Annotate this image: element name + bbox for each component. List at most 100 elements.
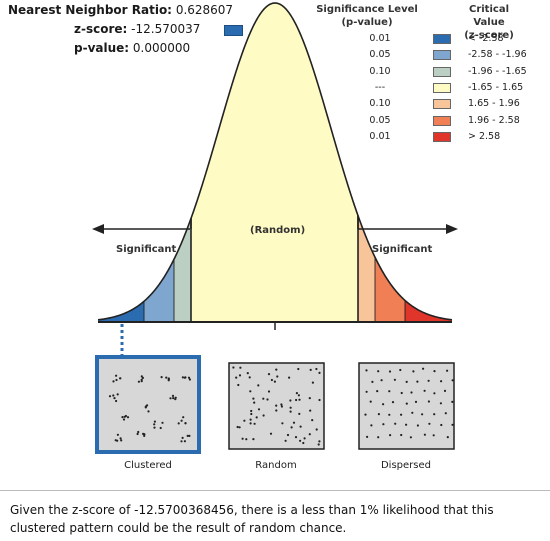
point xyxy=(311,381,314,384)
point xyxy=(451,423,454,426)
point xyxy=(299,425,302,428)
point xyxy=(284,439,287,442)
crit-header-title: Critical Value xyxy=(468,4,509,28)
point xyxy=(249,418,252,421)
point xyxy=(433,370,436,373)
legend-swatch xyxy=(433,34,451,44)
point xyxy=(115,378,118,382)
z-score: z-score: -12.570037 xyxy=(74,21,200,37)
point xyxy=(289,399,292,402)
legend-row: 0.10 1.65 - 1.96 xyxy=(360,96,550,112)
point xyxy=(119,377,122,380)
point xyxy=(444,412,447,415)
point xyxy=(393,378,396,381)
point xyxy=(440,380,443,383)
legend-critical-value: -1.96 - -1.65 xyxy=(468,65,527,77)
legend-significance: 0.01 xyxy=(369,130,391,142)
point xyxy=(286,433,290,437)
crit-header-sub: (z-score) xyxy=(464,30,514,41)
point xyxy=(370,424,373,427)
point xyxy=(122,418,126,421)
point xyxy=(309,368,312,371)
point xyxy=(288,376,291,379)
point xyxy=(377,413,380,416)
point xyxy=(171,394,175,397)
nearest-neighbor-ratio: Nearest Neighbor Ratio: 0.628607 xyxy=(8,2,233,18)
caption-text: Given the z-score of -12.5700368456, the… xyxy=(0,490,550,537)
point xyxy=(380,379,383,382)
p-value: p-value: 0.000000 xyxy=(74,40,190,56)
point xyxy=(411,411,414,414)
point xyxy=(389,434,392,437)
panel-dispersed xyxy=(358,362,455,450)
point xyxy=(249,422,252,425)
point xyxy=(262,414,265,417)
curve-region xyxy=(375,257,405,322)
point xyxy=(440,423,443,427)
point xyxy=(281,422,284,425)
critical-value-header: Critical Value (z-score) xyxy=(453,3,525,42)
legend-swatch xyxy=(433,50,451,61)
legend-critical-value: -2.58 - -1.96 xyxy=(468,49,527,61)
point xyxy=(237,383,240,387)
legend-row: 0.05 1.96 - 2.58 xyxy=(360,113,550,129)
point xyxy=(275,368,278,371)
significance-level-header: Significance Level (p-value) xyxy=(312,3,422,29)
curve-region xyxy=(98,301,144,322)
point xyxy=(144,406,147,409)
point xyxy=(422,367,425,370)
point xyxy=(303,437,306,440)
point xyxy=(172,397,175,400)
ratio-label: Nearest Neighbor Ratio: xyxy=(8,3,172,17)
point xyxy=(391,401,395,404)
point xyxy=(433,392,436,395)
point xyxy=(388,370,392,373)
point xyxy=(446,436,449,439)
point xyxy=(252,397,255,400)
point xyxy=(160,376,163,379)
point xyxy=(376,390,379,393)
point xyxy=(257,384,260,387)
point xyxy=(267,390,271,393)
point xyxy=(412,370,415,373)
point xyxy=(432,434,435,437)
curve-region xyxy=(144,259,174,322)
point xyxy=(289,406,292,409)
point xyxy=(123,415,126,418)
point xyxy=(280,403,283,406)
point xyxy=(186,434,189,437)
sig-header-title: Significance Level xyxy=(316,4,418,15)
point xyxy=(174,398,177,401)
point xyxy=(115,399,118,403)
legend-significance: 0.10 xyxy=(369,98,391,110)
point xyxy=(137,380,140,383)
curve-region xyxy=(405,300,452,322)
point xyxy=(318,371,321,374)
panel-clustered xyxy=(95,355,201,454)
point xyxy=(184,422,187,425)
point xyxy=(161,421,164,424)
point xyxy=(298,398,301,401)
legend-row: --- -1.65 - 1.65 xyxy=(360,80,550,96)
point xyxy=(295,398,298,402)
point xyxy=(116,439,119,442)
point xyxy=(165,376,168,379)
point xyxy=(245,438,248,441)
point xyxy=(295,392,298,395)
point xyxy=(167,377,170,380)
point xyxy=(394,422,397,425)
point xyxy=(299,439,302,442)
point xyxy=(405,423,408,426)
point xyxy=(311,419,314,422)
point xyxy=(140,375,143,378)
legend-critical-value: < -2.58 xyxy=(468,33,504,44)
point xyxy=(253,401,256,404)
point xyxy=(294,436,298,439)
bell-curve-outline xyxy=(97,2,453,321)
point xyxy=(318,398,321,402)
point xyxy=(182,416,185,419)
point xyxy=(115,374,118,377)
point xyxy=(451,379,454,382)
point xyxy=(317,443,320,446)
